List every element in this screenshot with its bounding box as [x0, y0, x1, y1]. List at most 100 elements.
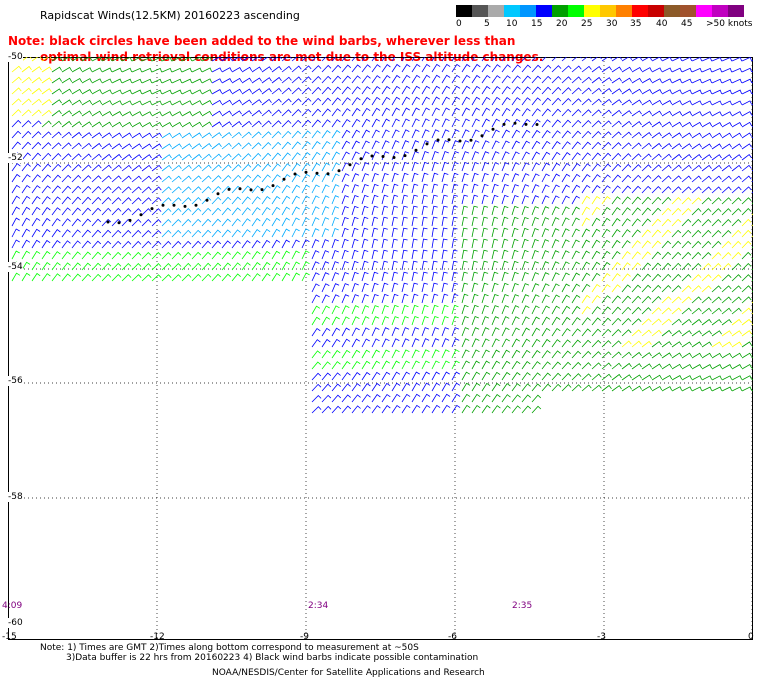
wind-barb	[391, 216, 398, 227]
wind-barb	[621, 240, 631, 249]
wind-barb	[251, 77, 262, 84]
wind-barb	[461, 282, 469, 293]
wind-barb	[731, 263, 742, 271]
wind-barb	[221, 196, 232, 205]
wind-barb	[11, 65, 22, 73]
wind-barb	[421, 118, 430, 128]
wind-barb	[21, 98, 32, 106]
wind-barb	[711, 78, 723, 84]
wind-barb	[401, 161, 409, 172]
wind-barb	[301, 162, 311, 172]
wind-barb	[541, 361, 551, 370]
wind-barb	[341, 383, 351, 392]
wind-barb	[541, 75, 552, 84]
wind-barb	[401, 349, 410, 359]
wind-barb	[191, 121, 203, 128]
wind-barb	[541, 86, 552, 95]
wind-barb	[421, 227, 428, 238]
wind-barb	[461, 194, 469, 205]
wind-barb	[321, 173, 330, 183]
wind-barb	[551, 350, 561, 359]
wind-barb	[71, 240, 81, 249]
wind-barb	[741, 352, 753, 359]
wind-barb	[341, 129, 351, 139]
wind-barb	[471, 271, 479, 282]
wind-barb	[741, 229, 752, 238]
wind-barb	[551, 108, 562, 117]
wind-barb	[21, 174, 31, 183]
wind-barb	[531, 261, 539, 271]
wind-barb	[441, 172, 449, 183]
wind-barb	[561, 57, 572, 62]
wind-barb	[201, 273, 212, 282]
wind-barb	[481, 293, 489, 304]
wind-barb	[311, 141, 321, 150]
wind-barb	[51, 207, 61, 216]
wind-barb	[391, 260, 398, 271]
wind-barb	[701, 100, 713, 106]
wind-barb	[81, 229, 91, 238]
wind-barb	[461, 238, 468, 249]
wind-barb	[471, 304, 479, 315]
wind-barb	[651, 186, 662, 194]
wind-barb	[691, 164, 702, 172]
wind-barb	[671, 330, 682, 337]
wind-barb	[741, 143, 752, 150]
wind-barb	[731, 330, 742, 337]
wind-barb	[491, 140, 500, 150]
wind-barb	[541, 239, 550, 249]
wind-barb	[571, 373, 582, 381]
wind-barb	[291, 141, 301, 150]
wind-barb	[461, 205, 468, 216]
wind-barb	[121, 263, 132, 271]
wind-barb	[391, 63, 401, 73]
wind-barb	[631, 196, 642, 205]
wind-barb	[181, 143, 192, 150]
wind-barb	[461, 74, 471, 84]
wind-barb	[401, 183, 409, 194]
wind-barb	[221, 207, 232, 216]
wind-barb	[541, 338, 551, 348]
wind-barb	[681, 175, 692, 183]
wind-barb	[661, 110, 673, 117]
wind-barb	[131, 186, 142, 194]
wind-barb	[511, 140, 520, 150]
wind-barb	[591, 57, 602, 62]
wind-barb	[621, 57, 633, 62]
wind-barb	[691, 296, 702, 304]
wind-barb	[341, 405, 352, 414]
wind-barb	[151, 263, 162, 271]
wind-barb	[151, 57, 163, 62]
wind-barb	[661, 352, 672, 359]
wind-barb	[361, 383, 371, 392]
wind-barb	[361, 57, 366, 62]
wind-barb	[271, 217, 281, 227]
wind-barb	[81, 185, 92, 194]
wind-barb	[461, 140, 470, 150]
wind-barb	[501, 64, 511, 73]
wind-barb	[331, 206, 340, 216]
wind-barb	[731, 240, 742, 249]
wind-barb	[211, 99, 223, 106]
wind-barb	[371, 205, 379, 216]
wind-barb	[151, 67, 163, 73]
wind-barb	[481, 64, 491, 73]
wind-barb	[671, 164, 682, 172]
wind-barb	[661, 218, 672, 227]
wind-barb	[281, 217, 291, 227]
wind-barb	[331, 151, 341, 161]
wind-barb	[731, 111, 743, 117]
wind-barb	[671, 296, 682, 304]
wind-barb	[41, 250, 51, 260]
wind-barb	[311, 151, 321, 161]
legend-label: 20	[556, 19, 568, 29]
wind-barb	[501, 349, 511, 359]
wind-barb	[671, 132, 682, 139]
wind-barb	[361, 327, 370, 337]
wind-barb	[361, 107, 371, 117]
wind-barb	[511, 173, 520, 183]
wind-barb	[61, 120, 72, 128]
wind-barb	[461, 338, 470, 348]
wind-barb	[691, 285, 702, 293]
wind-barb	[111, 197, 122, 205]
